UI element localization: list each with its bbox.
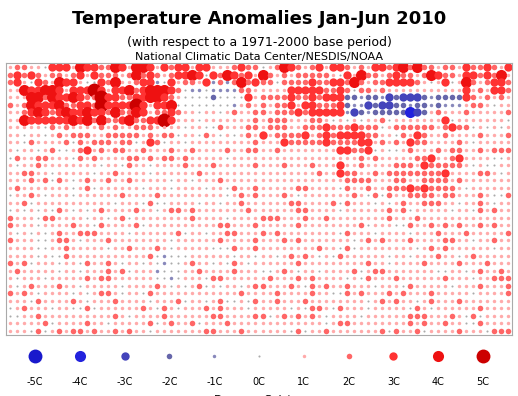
Text: Temperature Anomalies Jan-Jun 2010: Temperature Anomalies Jan-Jun 2010 [72, 10, 446, 28]
Text: -5C: -5C [27, 377, 44, 387]
Text: 5C: 5C [476, 377, 490, 387]
Text: -1C: -1C [206, 377, 222, 387]
Text: -2C: -2C [161, 377, 178, 387]
Text: 0C: 0C [253, 377, 265, 387]
Text: Degrees Celsius: Degrees Celsius [214, 395, 304, 396]
Text: (with respect to a 1971-2000 base period): (with respect to a 1971-2000 base period… [126, 36, 392, 49]
Text: -4C: -4C [72, 377, 88, 387]
Text: National Climatic Data Center/NESDIS/NOAA: National Climatic Data Center/NESDIS/NOA… [135, 52, 383, 62]
Text: 2C: 2C [342, 377, 355, 387]
Text: -3C: -3C [117, 377, 133, 387]
Text: 1C: 1C [297, 377, 310, 387]
Text: 3C: 3C [387, 377, 400, 387]
Text: 4C: 4C [431, 377, 444, 387]
